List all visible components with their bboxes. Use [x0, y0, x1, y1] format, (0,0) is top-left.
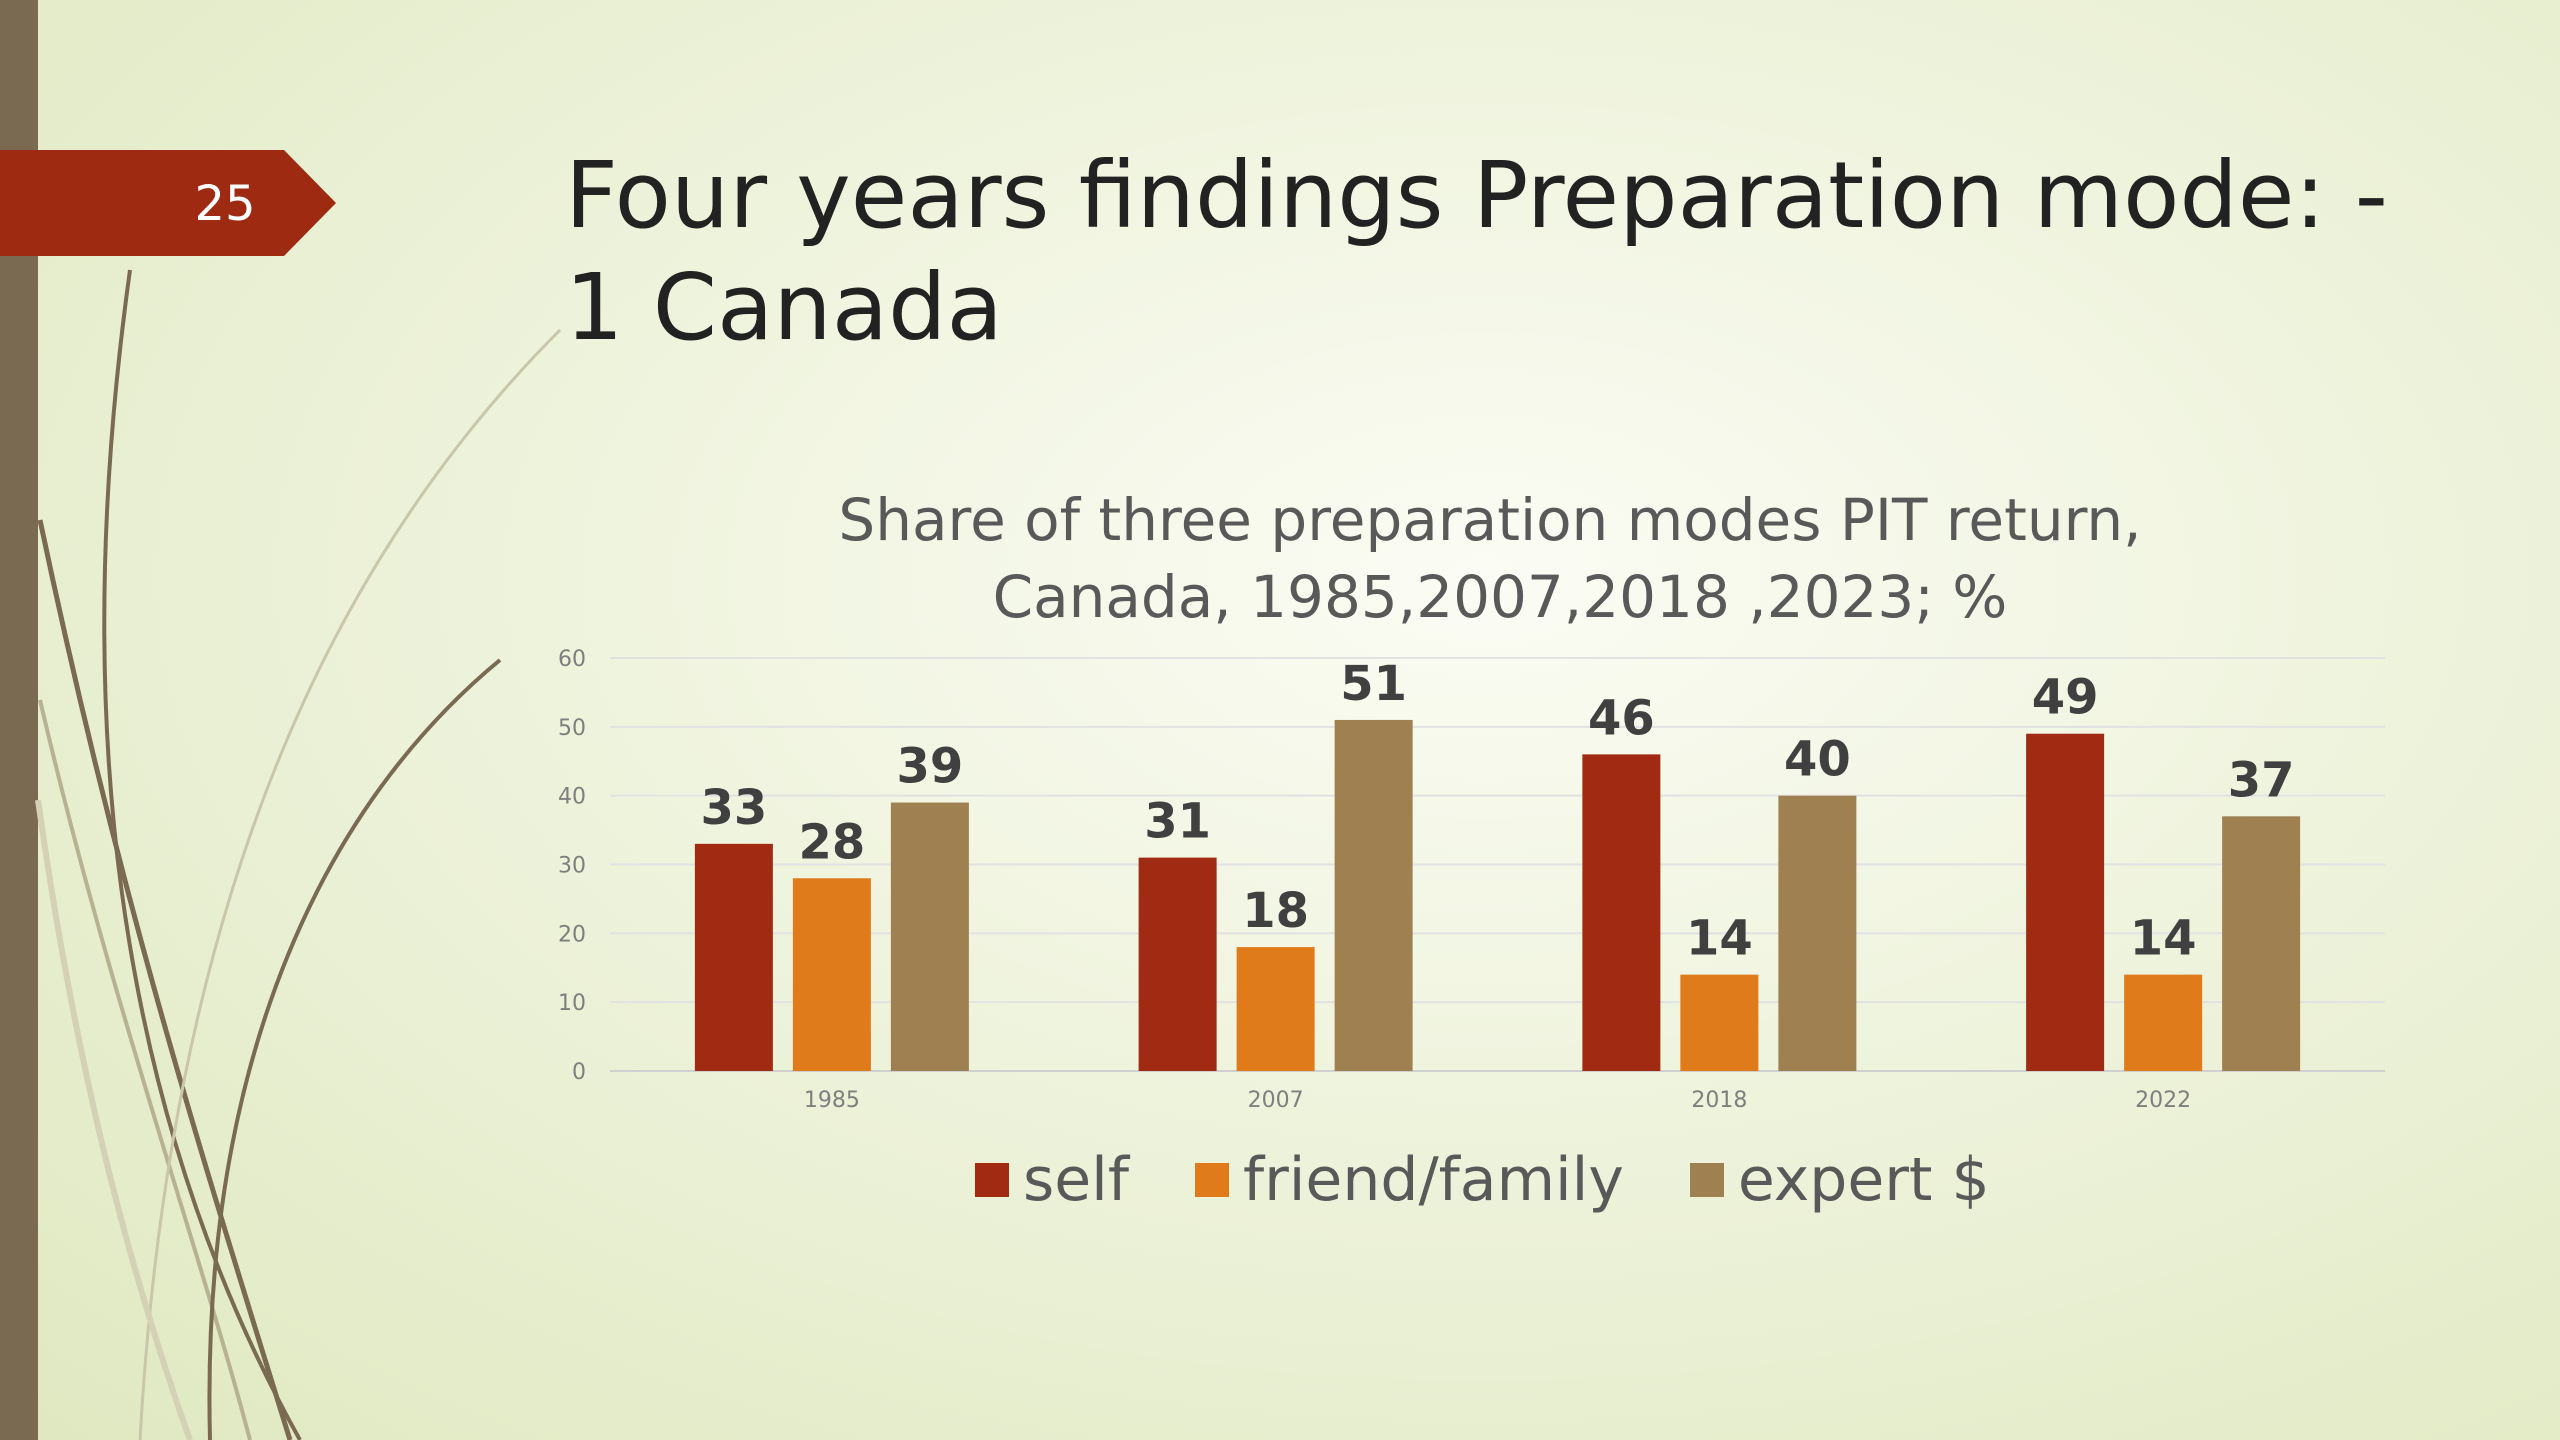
data-label: 51 [1340, 656, 1407, 712]
slide-number-badge [0, 150, 336, 256]
legend-item-self: self [975, 1145, 1129, 1215]
bar-friend-family-2018 [1680, 974, 1759, 1071]
data-label: 39 [896, 739, 963, 795]
data-label: 40 [1784, 732, 1851, 788]
bar-expert-1985 [890, 802, 969, 1071]
y-tick-label: 30 [558, 854, 586, 879]
bar-friend-family-2007 [1236, 947, 1315, 1071]
data-label: 14 [1686, 911, 1753, 967]
y-tick-label: 40 [558, 785, 586, 810]
x-tick-label: 2018 [1691, 1088, 1747, 1113]
data-label: 18 [1242, 883, 1309, 939]
bar-expert-2022 [2222, 816, 2301, 1071]
legend-item-friend-family: friend/family [1194, 1145, 1624, 1215]
bar-friend-family-2022 [2124, 974, 2203, 1071]
bar-expert-2018 [1778, 795, 1857, 1071]
data-label: 28 [798, 814, 865, 870]
y-tick-label: 20 [558, 922, 586, 947]
legend-item-expert: expert $ [1689, 1145, 1990, 1215]
legend-label-friend-family: friend/family [1242, 1145, 1624, 1215]
legend-swatch-self [975, 1163, 1009, 1197]
legend-swatch-expert [1689, 1163, 1724, 1197]
x-tick-label: 1985 [804, 1088, 860, 1113]
bar-self-1985 [694, 843, 773, 1071]
data-label: 31 [1144, 794, 1211, 850]
slide-title: Four years findings Preparation mode: - … [565, 142, 2388, 361]
data-label: 33 [700, 780, 767, 836]
y-tick-label: 60 [558, 647, 586, 672]
data-label: 14 [2130, 911, 2197, 967]
y-tick-label: 10 [558, 991, 586, 1016]
legend-label-expert: expert $ [1737, 1145, 1990, 1215]
x-tick-label: 2007 [1248, 1088, 1304, 1113]
y-tick-label: 0 [572, 1060, 586, 1085]
bar-friend-family-1985 [792, 878, 871, 1071]
chart-title-line-1: Share of three preparation modes PIT ret… [838, 486, 2141, 554]
legend-label-self: self [1023, 1145, 1129, 1215]
slide-number: 25 [194, 176, 256, 232]
chart-title-line-2: Canada, 1985,2007,2018 ,2023; % [993, 563, 2008, 631]
data-label: 46 [1588, 690, 1655, 746]
y-tick-label: 50 [558, 716, 586, 741]
x-tick-label: 2022 [2135, 1088, 2191, 1113]
bar-expert-2007 [1334, 719, 1413, 1071]
bar-self-2018 [1582, 754, 1661, 1071]
bar-self-2007 [1138, 857, 1217, 1071]
chart-legend: self friend/family expert $ [975, 1140, 2056, 1220]
legend-swatch-friend-family [1194, 1163, 1229, 1197]
data-label: 37 [2228, 752, 2295, 808]
bar-self-2022 [2026, 733, 2105, 1071]
data-label: 49 [2032, 670, 2099, 726]
